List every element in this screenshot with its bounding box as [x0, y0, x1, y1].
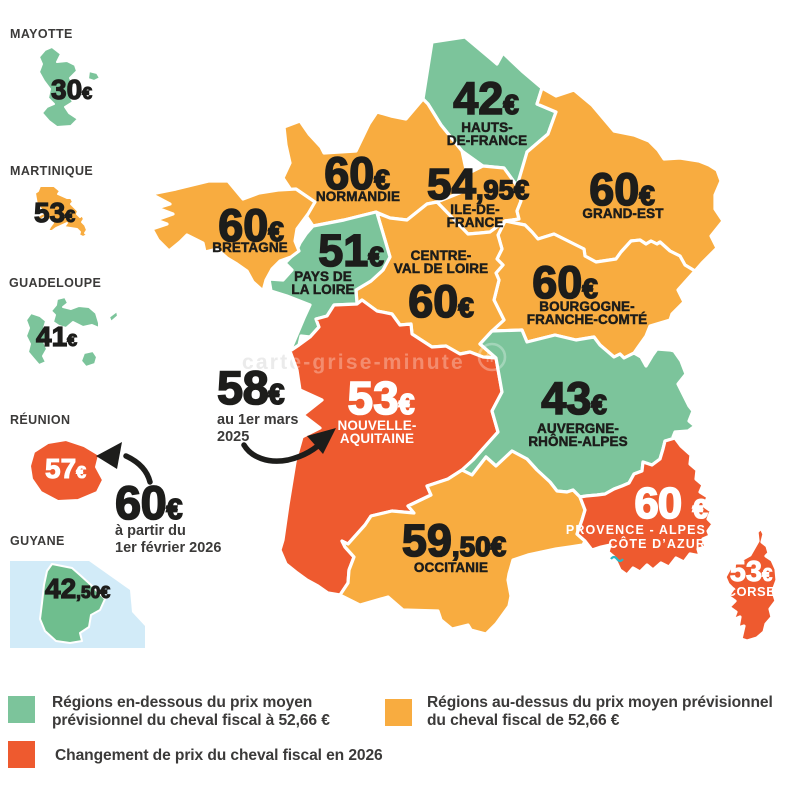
svg-text:carte-grise-minute: carte-grise-minute [242, 351, 465, 374]
svg-text:fr: fr [486, 350, 495, 365]
